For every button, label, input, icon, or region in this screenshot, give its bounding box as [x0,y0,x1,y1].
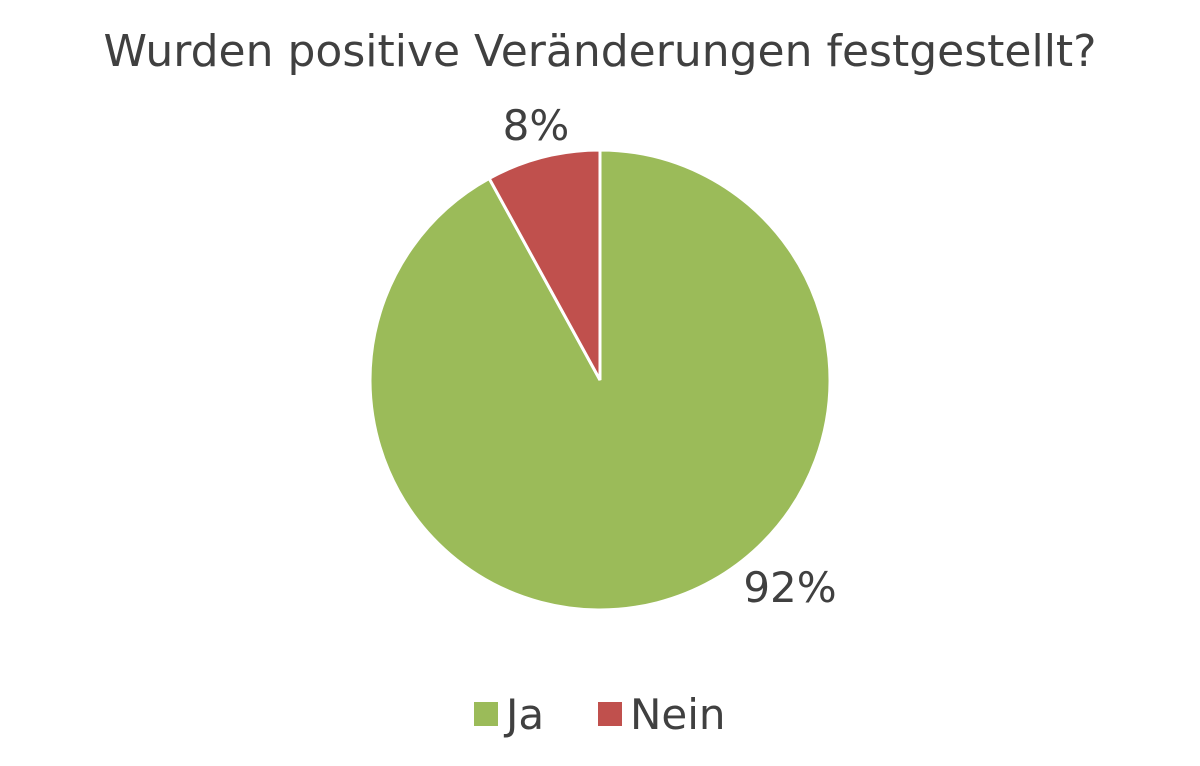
data-label-ja: 92% [743,563,836,612]
pie-slices [368,148,832,612]
legend-swatch-ja [474,702,498,726]
legend: Ja Nein [474,690,726,739]
legend-label-nein: Nein [630,690,726,739]
legend-label-ja: Ja [503,690,544,739]
legend-swatch-nein [598,702,622,726]
chart-title: Wurden positive Veränderungen festgestel… [103,26,1096,77]
data-label-nein: 8% [503,101,570,150]
pie-data-labels: 92% 8% [503,101,837,612]
pie-slice-nein [487,148,602,381]
